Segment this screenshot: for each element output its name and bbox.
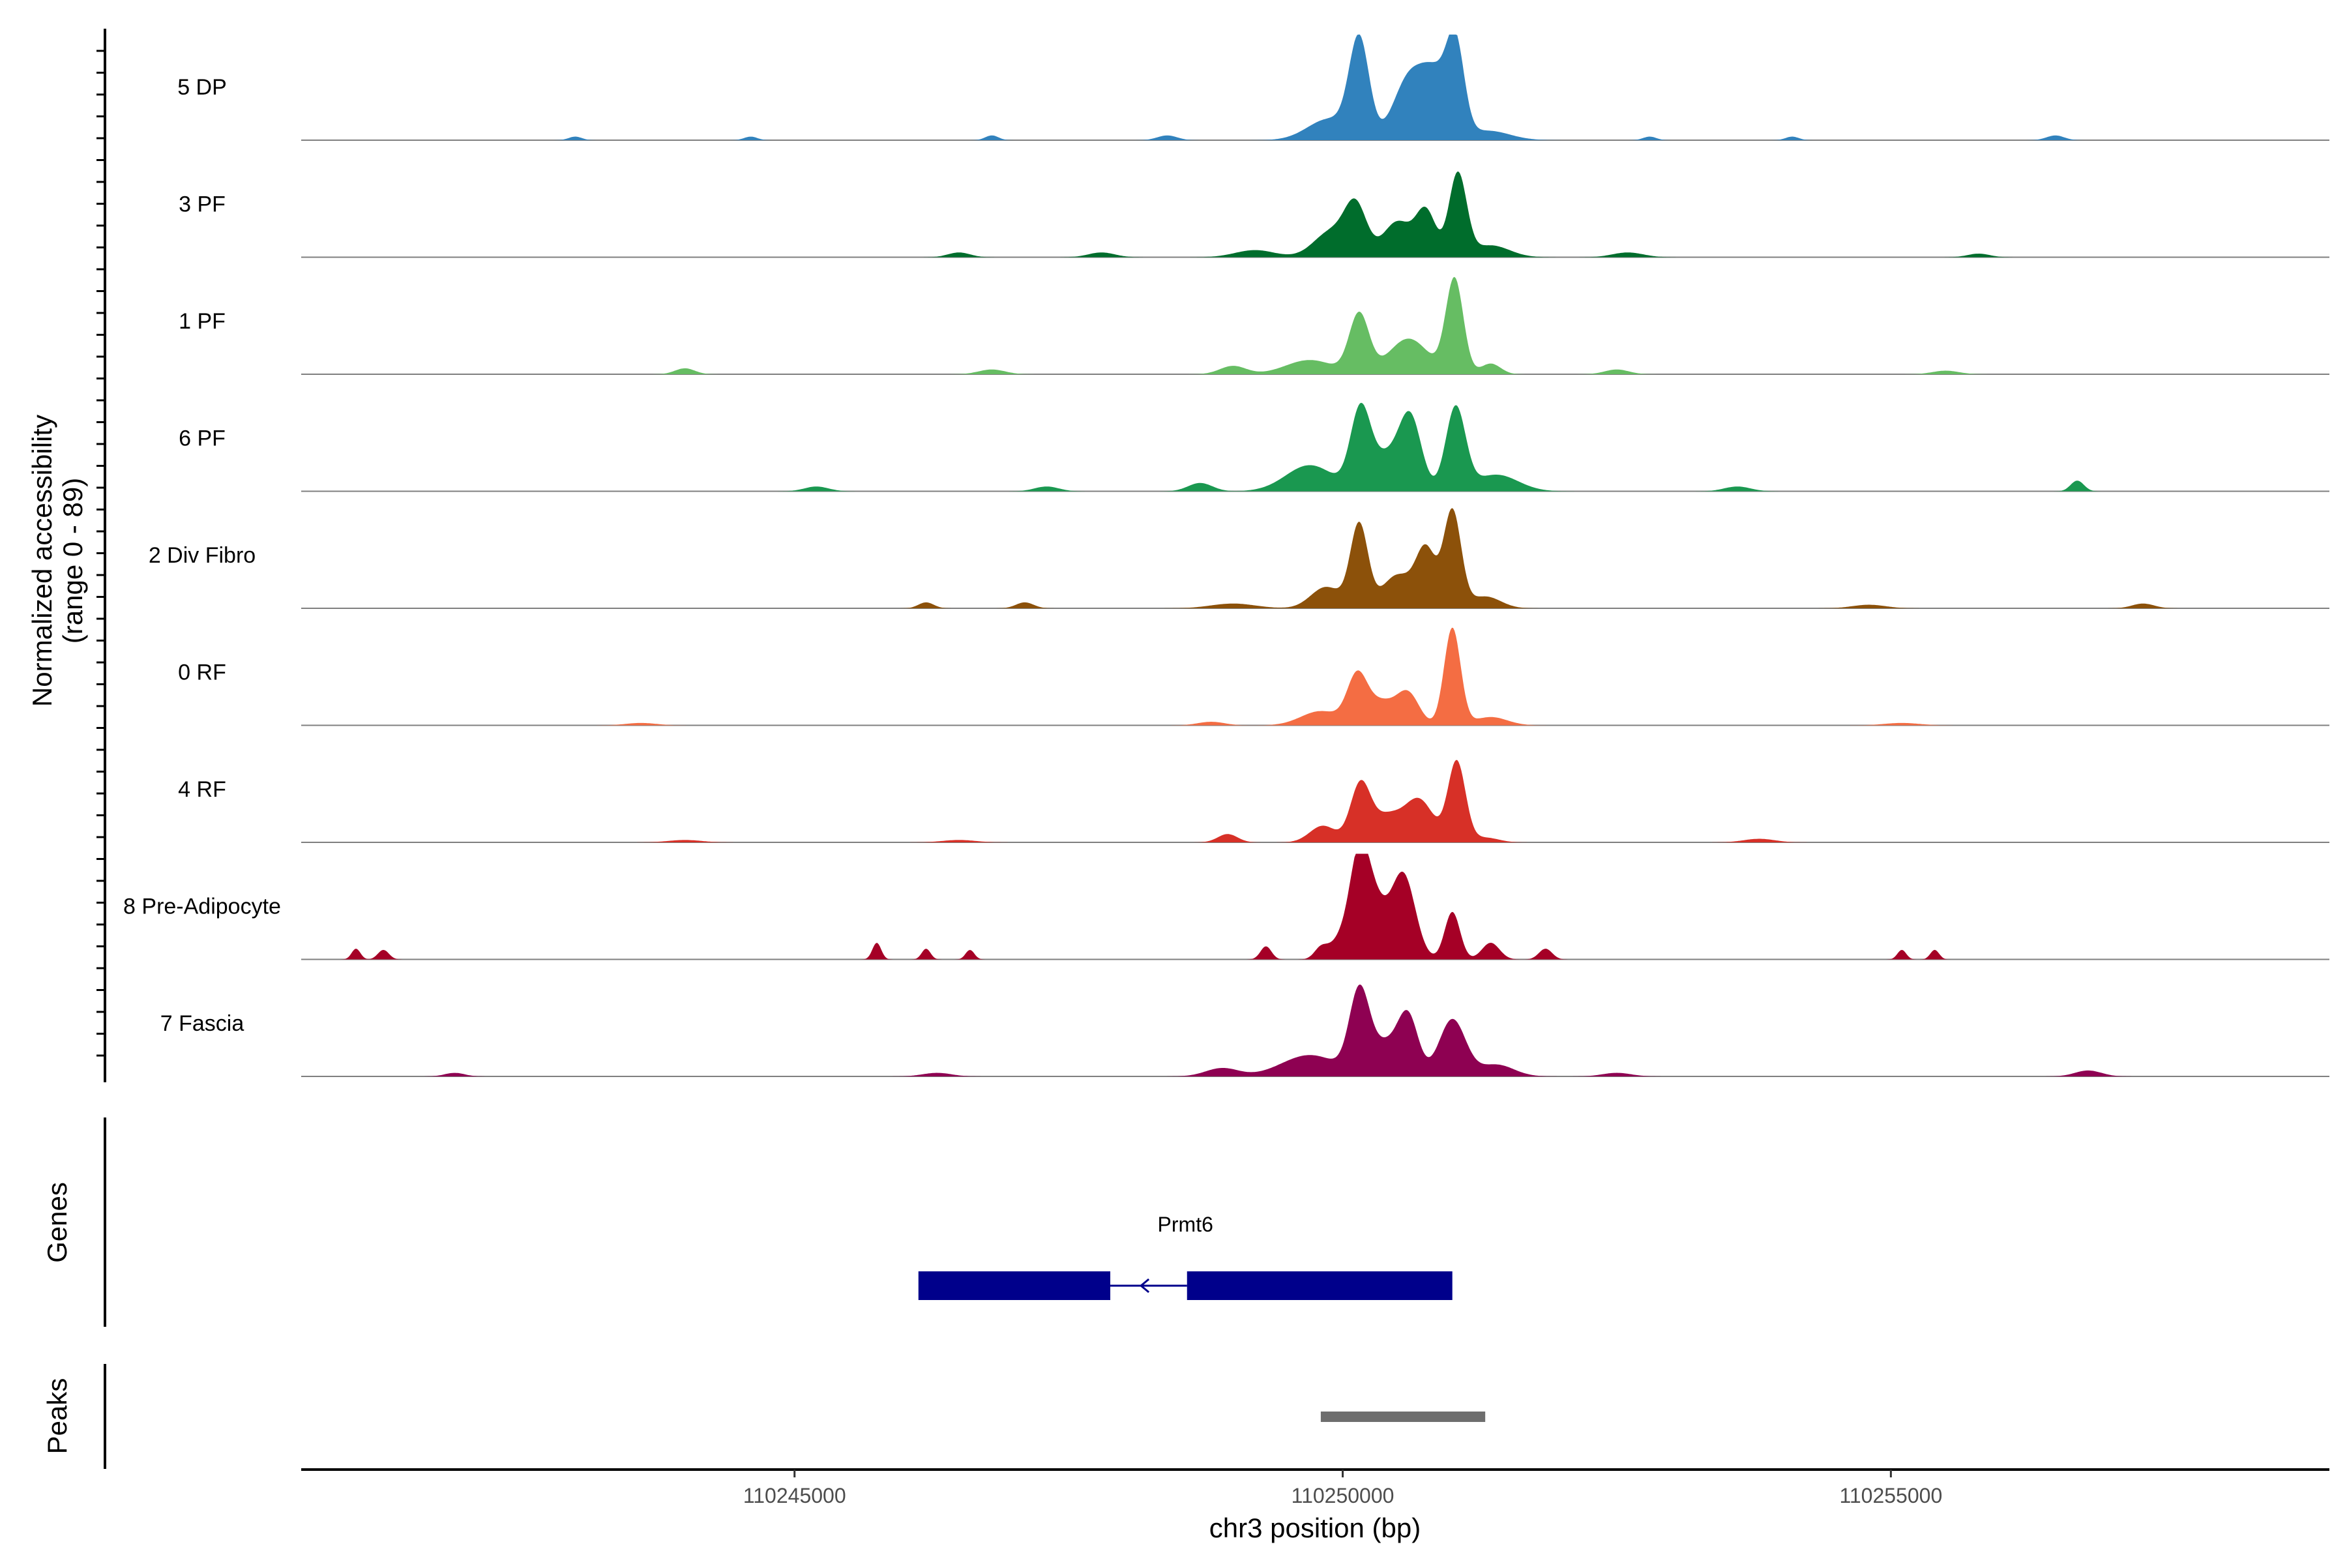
track-7-fascia: 7 Fascia — [160, 984, 2329, 1077]
track-coverage-area — [301, 984, 2329, 1076]
track-4-rf: 4 RF — [178, 760, 2329, 843]
gene-exon — [1187, 1271, 1453, 1300]
track-label: 2 Div Fibro — [149, 543, 256, 568]
track-label: 3 PF — [179, 192, 226, 217]
track-coverage-area — [301, 35, 2329, 140]
track-coverage-area — [301, 627, 2329, 726]
x-axis-ticks: 110245000 110250000 110255000 — [743, 1470, 1942, 1507]
peaks-track-label: Peaks — [42, 1378, 72, 1455]
coverage-tracks: 5 DP 3 PF 1 PF 6 PF 2 Div Fibro 0 RF 4 RF 8 Pre… — [123, 35, 2329, 1077]
track-8-pre-adipocyte: 8 Pre-Adipocyte — [123, 853, 2329, 960]
track-5-dp: 5 DP — [177, 35, 2329, 141]
track-2-div-fibro: 2 Div Fibro — [149, 508, 2329, 609]
track-coverage-area — [301, 853, 2329, 960]
genes-track-label: Genes — [42, 1182, 72, 1263]
track-label: 8 Pre-Adipocyte — [123, 895, 281, 919]
track-coverage-area — [301, 276, 2329, 374]
x-tick-label: 110255000 — [1839, 1484, 1942, 1507]
peak-regions — [1320, 1412, 1486, 1422]
gene-annotation: Prmt6 — [918, 1213, 1453, 1300]
x-tick-label: 110245000 — [743, 1484, 846, 1507]
track-label: 4 RF — [178, 777, 226, 802]
track-coverage-area — [301, 760, 2329, 842]
track-label: 5 DP — [177, 75, 227, 100]
track-0-rf: 0 RF — [178, 627, 2329, 726]
track-label: 6 PF — [179, 426, 226, 451]
gene-strand-arrow — [1139, 1278, 1150, 1294]
gene-label: Prmt6 — [1158, 1213, 1213, 1236]
peak-region-bar — [1320, 1412, 1486, 1422]
x-axis-title: chr3 position (bp) — [1209, 1513, 1421, 1543]
x-tick-label: 110250000 — [1292, 1484, 1395, 1507]
gene-exon — [918, 1271, 1111, 1300]
track-3-pf: 3 PF — [179, 171, 2329, 258]
y-axis-title-line1: Normalized accessibility — [27, 415, 57, 707]
y-axis-title-line2: (range 0 - 89) — [57, 478, 88, 643]
track-1-pf: 1 PF — [179, 276, 2329, 375]
track-coverage-area — [301, 402, 2329, 492]
track-coverage-area — [301, 508, 2329, 608]
track-coverage-area — [301, 171, 2329, 258]
track-6-pf: 6 PF — [179, 402, 2329, 492]
track-label: 7 Fascia — [160, 1011, 244, 1036]
track-label: 1 PF — [179, 309, 226, 334]
coverage-y-ticks — [96, 50, 105, 1057]
track-label: 0 RF — [178, 660, 226, 685]
